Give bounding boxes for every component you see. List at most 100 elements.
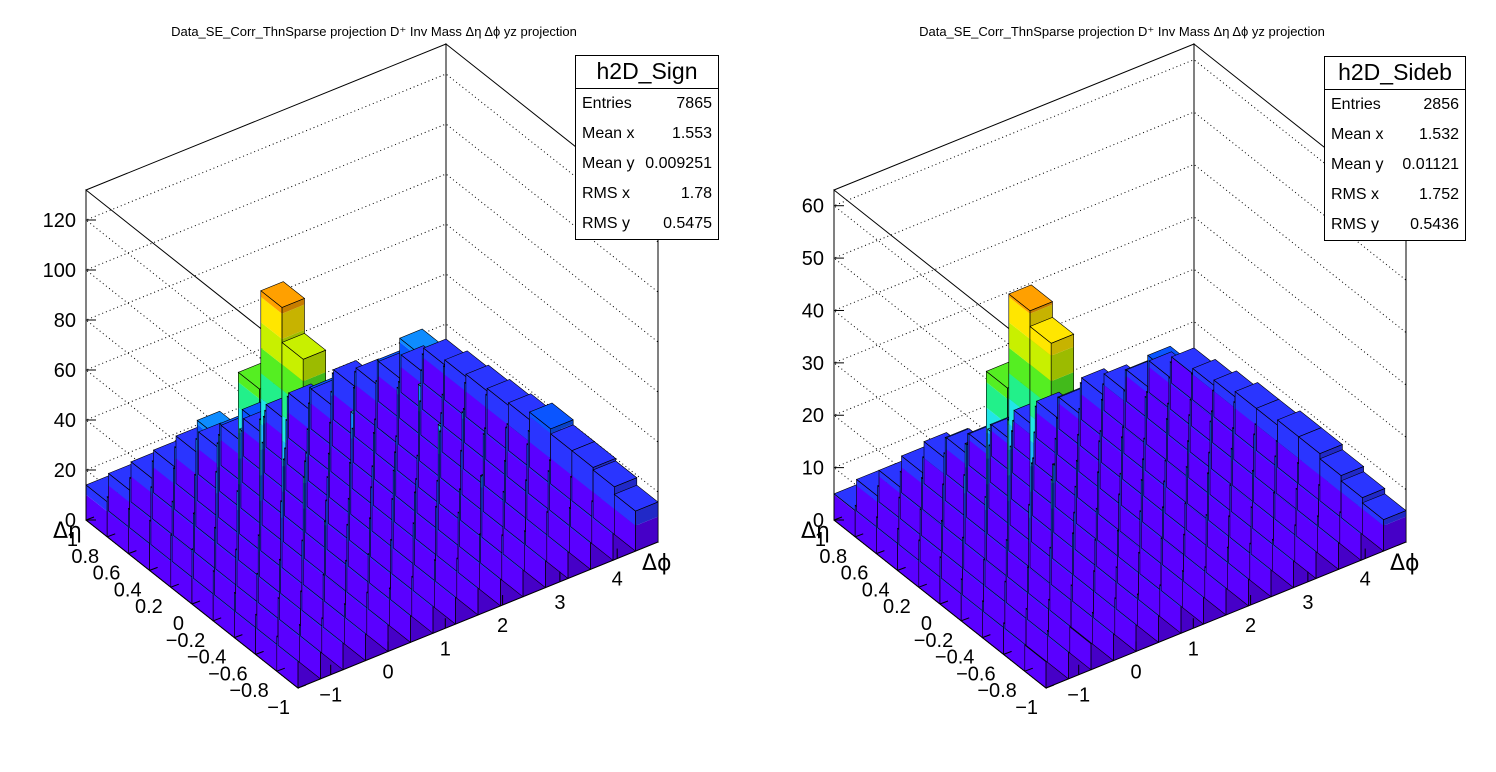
bar-face-left bbox=[901, 456, 923, 484]
bar-face-left bbox=[213, 595, 235, 638]
bar-face-left bbox=[571, 475, 594, 518]
bar-face-left bbox=[1030, 542, 1052, 585]
bar-face-left bbox=[390, 574, 412, 617]
bar-face-left bbox=[462, 469, 484, 512]
bar-face-left bbox=[150, 519, 173, 562]
bar-face-left bbox=[1249, 554, 1271, 597]
x-tick-label: 2 bbox=[497, 615, 508, 637]
bar-face-left bbox=[1298, 458, 1320, 501]
bar-face-left bbox=[529, 441, 551, 484]
lego-pad-signal: Data_SE_Corr_ThnSparse projection D⁺ Inv… bbox=[43, 24, 719, 719]
bar-face-left bbox=[366, 609, 388, 652]
z-tick-label: 10 bbox=[802, 458, 824, 480]
bar-face-left bbox=[303, 558, 325, 602]
bar-face-left bbox=[394, 496, 416, 539]
stats-label: Mean y bbox=[1331, 156, 1384, 173]
bar-face-left bbox=[1167, 435, 1189, 478]
bar-face-left bbox=[526, 493, 549, 536]
bar-face-left bbox=[423, 357, 445, 400]
bar-face-left bbox=[1069, 627, 1091, 670]
bar-face-left bbox=[153, 450, 175, 484]
bar-face-left bbox=[214, 569, 236, 612]
y-tick-label: −0.6 bbox=[956, 663, 995, 685]
z-gridline bbox=[85, 123, 659, 439]
bar-face-left bbox=[1277, 441, 1299, 484]
bar-face-left bbox=[986, 382, 1008, 425]
z-tick-label: 20 bbox=[54, 460, 76, 482]
bar-face-left bbox=[197, 474, 219, 518]
bar-face-left bbox=[1104, 385, 1126, 428]
bar-face-left bbox=[419, 435, 441, 478]
bar-face-left bbox=[507, 450, 529, 494]
bar-face-left bbox=[348, 540, 370, 583]
bar-face-left bbox=[131, 461, 153, 494]
x-tick-label: 2 bbox=[1245, 615, 1256, 637]
bar-outline-left bbox=[1339, 511, 1362, 561]
bar-face-left bbox=[1059, 397, 1081, 421]
bar-face-left bbox=[924, 441, 946, 475]
bar-face-left bbox=[368, 583, 390, 626]
bar-face-left bbox=[215, 543, 237, 586]
bar-face-left bbox=[481, 511, 504, 554]
bar-face-left bbox=[195, 500, 218, 543]
bar-face-left bbox=[217, 517, 239, 560]
y-tick-label: −0.4 bbox=[935, 647, 974, 669]
bar-face-left bbox=[1339, 518, 1361, 561]
bar-face-left bbox=[264, 447, 286, 490]
z-tick-label: 100 bbox=[43, 260, 76, 282]
bar-face-left bbox=[107, 511, 129, 554]
bar-face-left bbox=[1051, 558, 1073, 602]
bar-face-left bbox=[1253, 476, 1275, 519]
stats-histogram-name: h2D_Sideb bbox=[1325, 57, 1465, 90]
y-tick-label: 0.6 bbox=[93, 563, 121, 585]
bar-outline-left bbox=[1136, 593, 1159, 644]
z-tick-label: 20 bbox=[802, 405, 824, 427]
bar-outline-left bbox=[388, 587, 411, 644]
stats-label: Entries bbox=[1331, 96, 1381, 113]
bar-face-left bbox=[487, 388, 509, 425]
bar-face-left bbox=[1147, 392, 1169, 435]
stats-value: 2856 bbox=[1423, 96, 1459, 113]
bar-face-left bbox=[1273, 519, 1295, 562]
bar-face-left bbox=[86, 485, 108, 512]
bar-face-left bbox=[479, 563, 501, 606]
y-tick-label: 1 bbox=[815, 529, 826, 551]
bar-face-left bbox=[1094, 566, 1117, 609]
bar-face-left bbox=[1008, 294, 1030, 314]
bar-face-left bbox=[193, 552, 215, 595]
bar-face-left bbox=[238, 372, 260, 399]
bar-face-left bbox=[434, 581, 456, 625]
bar-face-left bbox=[548, 510, 570, 553]
y-tick-mark bbox=[961, 617, 970, 622]
bar-face-left bbox=[391, 548, 414, 591]
bar-face-left bbox=[287, 438, 309, 481]
bar-face-left bbox=[941, 552, 963, 595]
bar-face-left bbox=[1072, 575, 1094, 618]
bar-face-left bbox=[301, 584, 324, 627]
bar-face-left bbox=[1055, 481, 1077, 524]
bar-face-left bbox=[1186, 504, 1208, 547]
bar-face-left bbox=[480, 537, 502, 580]
bar-face-left bbox=[282, 342, 304, 382]
bar-face-left bbox=[460, 495, 482, 538]
bar-face-left bbox=[1191, 400, 1213, 443]
bar-face-left bbox=[422, 383, 444, 426]
bar-face-front bbox=[635, 516, 658, 552]
bar-face-left bbox=[1008, 373, 1030, 416]
bar-face-left bbox=[304, 533, 326, 576]
bar-face-left bbox=[1026, 619, 1048, 663]
stats-value: 1.752 bbox=[1418, 186, 1459, 203]
bar-face-left bbox=[393, 522, 415, 565]
bar-face-left bbox=[1362, 508, 1384, 552]
bar-face-left bbox=[484, 460, 506, 503]
bar-face-left bbox=[924, 458, 946, 501]
bar-face-left bbox=[593, 470, 615, 509]
bar-face-left bbox=[1032, 490, 1054, 533]
bar-face-left bbox=[332, 420, 354, 463]
bar-face-left bbox=[1138, 574, 1160, 617]
bar-face-left bbox=[240, 482, 263, 525]
bar-face-left bbox=[1192, 374, 1214, 417]
bar-face-left bbox=[300, 610, 322, 653]
bar-face-left bbox=[1208, 495, 1230, 538]
bar-face-front bbox=[1051, 346, 1074, 382]
